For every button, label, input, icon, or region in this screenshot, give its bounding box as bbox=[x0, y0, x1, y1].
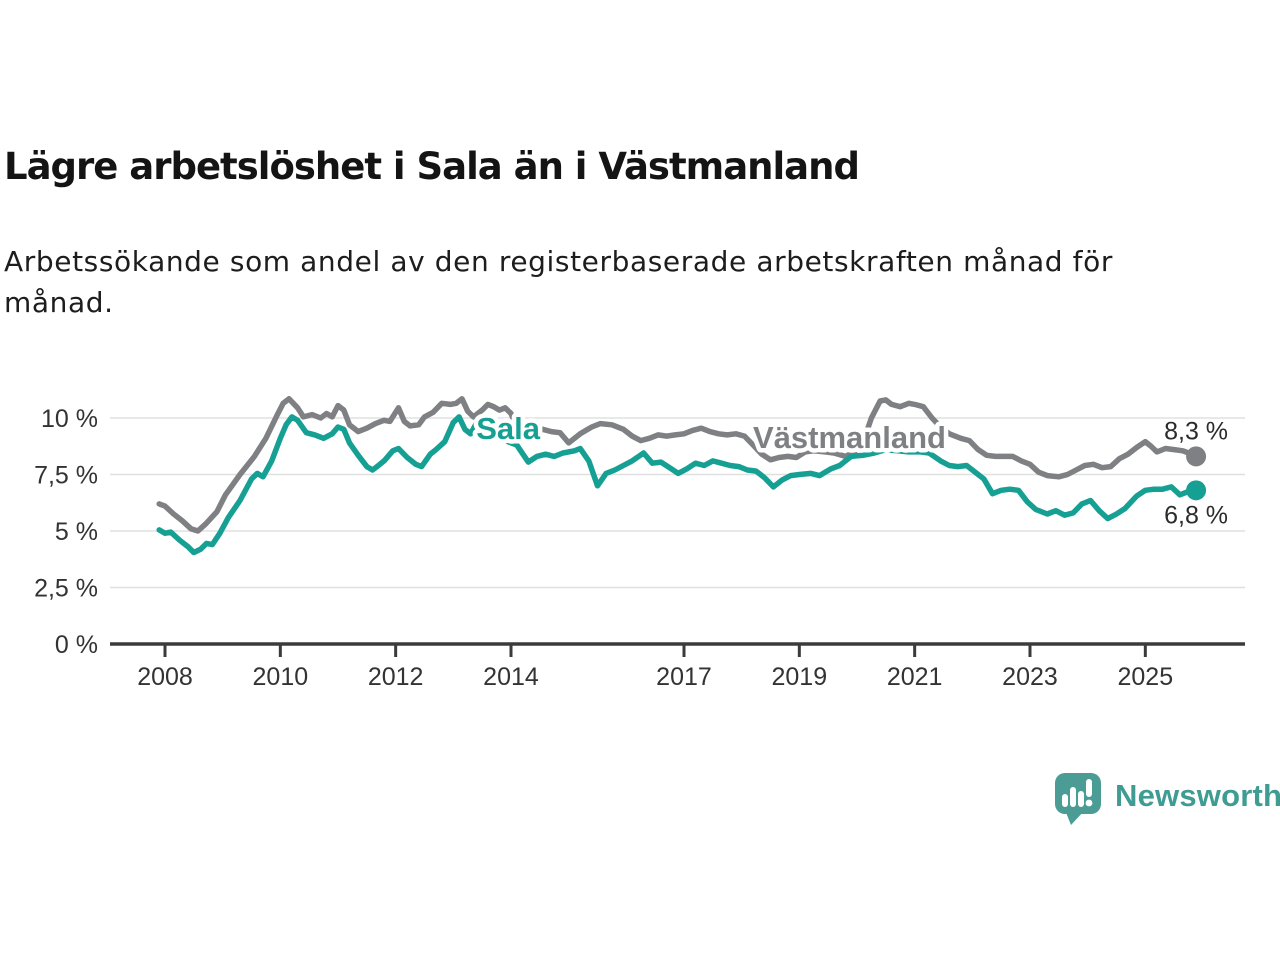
end-value-västmanland: 8,3 % bbox=[1164, 417, 1228, 445]
series-line-västmanland bbox=[156, 396, 1199, 534]
series-label-västmanland: Västmanland bbox=[753, 420, 946, 455]
brand-wordmark: Newsworthy bbox=[1115, 778, 1280, 813]
x-tick-label: 2014 bbox=[483, 663, 539, 691]
unemployment-line-chart: 2008 2010 2012 2014 2017 2019 2021 2023 2025 0 % 2… bbox=[34, 396, 1245, 691]
x-tick-label: 2008 bbox=[137, 663, 193, 691]
y-tick-label: 5 % bbox=[55, 518, 98, 546]
x-tick-label: 2017 bbox=[656, 663, 712, 691]
x-tick-label: 2025 bbox=[1118, 663, 1174, 691]
x-tick-label: 2012 bbox=[368, 663, 424, 691]
end-dot-västmanland bbox=[1186, 446, 1207, 467]
x-tick-label: 2021 bbox=[887, 663, 943, 691]
page-title: Lägre arbetslöshet i Sala än i Västmanla… bbox=[4, 145, 860, 188]
x-tick-label: 2019 bbox=[772, 663, 828, 691]
x-tick-label: 2010 bbox=[253, 663, 309, 691]
y-tick-label: 10 % bbox=[41, 405, 98, 433]
series-line-sala bbox=[156, 414, 1199, 556]
y-tick-label: 2,5 % bbox=[34, 575, 98, 603]
bar-chart-speech-bubble-icon bbox=[1055, 773, 1101, 825]
y-tick-label: 0 % bbox=[55, 631, 98, 659]
x-tick-label: 2023 bbox=[1002, 663, 1058, 691]
chart-subtitle: Arbetssökande som andel av den registerb… bbox=[4, 241, 1234, 323]
end-value-sala: 6,8 % bbox=[1164, 501, 1228, 529]
newsworthy-logo: Newsworthy bbox=[1054, 772, 1280, 826]
y-tick-label: 7,5 % bbox=[34, 462, 98, 490]
end-dot-sala bbox=[1186, 480, 1207, 501]
subtitle-line-2: månad. bbox=[4, 286, 114, 319]
chart-area: 2008 2010 2012 2014 2017 2019 2021 2023 2025 0 % 2… bbox=[0, 348, 1280, 693]
series-label-sala: Sala bbox=[476, 411, 541, 446]
subtitle-line-1: Arbetssökande som andel av den registerb… bbox=[4, 245, 1113, 278]
